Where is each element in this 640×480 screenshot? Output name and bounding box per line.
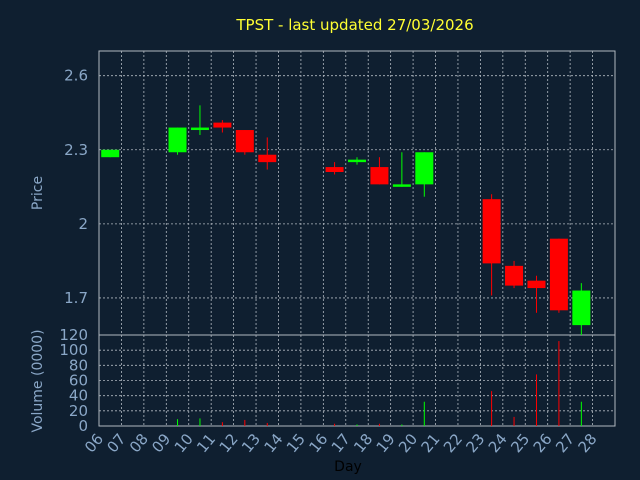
candle-body-26 bbox=[549, 238, 568, 311]
candle-body-25 bbox=[527, 280, 546, 289]
day-tick-label: 12 bbox=[216, 430, 242, 456]
price-tick-label: 1.7 bbox=[64, 289, 88, 307]
day-tick-label: 16 bbox=[305, 430, 331, 456]
candle-body-17 bbox=[348, 159, 366, 163]
day-tick-label: 27 bbox=[552, 430, 578, 456]
day-tick-label: 24 bbox=[485, 430, 511, 456]
day-tick-label: 22 bbox=[440, 430, 466, 456]
volume-tick-label: 60 bbox=[69, 372, 88, 390]
candle-body-18 bbox=[370, 167, 389, 185]
day-tick-label: 11 bbox=[193, 430, 219, 456]
day-tick-label: 21 bbox=[418, 430, 444, 456]
candle-body-27 bbox=[572, 290, 591, 326]
day-tick-label: 17 bbox=[328, 430, 354, 456]
volume-grid bbox=[99, 335, 615, 426]
candles bbox=[101, 105, 591, 335]
x-axis-label: Day bbox=[334, 459, 362, 475]
day-tick-label: 18 bbox=[350, 430, 376, 456]
volume-axis-label: Volume (0000) bbox=[30, 329, 46, 432]
price-tick-label: 2.3 bbox=[64, 141, 88, 159]
day-tick-label: 15 bbox=[283, 430, 309, 456]
volume-tick-label: 40 bbox=[69, 387, 88, 405]
day-tick-label: 25 bbox=[507, 430, 533, 456]
chart-title: TPST - last updated 27/03/2026 bbox=[235, 16, 473, 34]
day-tick-label: 28 bbox=[575, 430, 601, 456]
day-tick-label: 26 bbox=[530, 430, 556, 456]
day-tick-label: 10 bbox=[171, 430, 197, 456]
day-tick-label: 20 bbox=[395, 430, 421, 456]
day-tick-label: 07 bbox=[103, 430, 129, 456]
day-tick-label: 14 bbox=[260, 430, 286, 456]
volume-tick-label: 20 bbox=[69, 402, 88, 420]
day-tick-label: 13 bbox=[238, 430, 264, 456]
volume-bars bbox=[177, 341, 582, 426]
candle-body-19 bbox=[392, 184, 411, 187]
candle-body-12 bbox=[235, 130, 254, 153]
price-tick-labels: 1.7 2 2.3 2.6 bbox=[64, 67, 88, 307]
candle-body-24 bbox=[505, 265, 524, 286]
price-tick-label: 2 bbox=[78, 215, 88, 233]
candle-body-23 bbox=[482, 199, 501, 264]
price-axis-label: Price bbox=[30, 176, 46, 210]
candle-body-06 bbox=[101, 149, 120, 158]
candle-body-09 bbox=[168, 127, 187, 153]
volume-tick-label: 100 bbox=[59, 341, 88, 359]
price-grid bbox=[99, 51, 615, 335]
candle-body-13 bbox=[258, 154, 277, 163]
price-panel-frame bbox=[98, 50, 616, 336]
candle-body-20 bbox=[415, 152, 434, 185]
candle-body-10 bbox=[190, 127, 209, 131]
day-tick-labels: 0607080910111213141516171819202122232425… bbox=[81, 430, 601, 456]
day-tick-label: 19 bbox=[373, 430, 399, 456]
price-tick-label: 2.6 bbox=[64, 67, 88, 85]
day-tick-label: 23 bbox=[462, 430, 488, 456]
day-tick-label: 09 bbox=[148, 430, 174, 456]
day-tick-label: 08 bbox=[126, 430, 152, 456]
candle-body-11 bbox=[213, 122, 232, 128]
volume-tick-label: 0 bbox=[78, 417, 88, 435]
volume-tick-label: 120 bbox=[59, 326, 88, 344]
volume-tick-label: 80 bbox=[69, 356, 88, 374]
candle-body-16 bbox=[325, 167, 344, 173]
